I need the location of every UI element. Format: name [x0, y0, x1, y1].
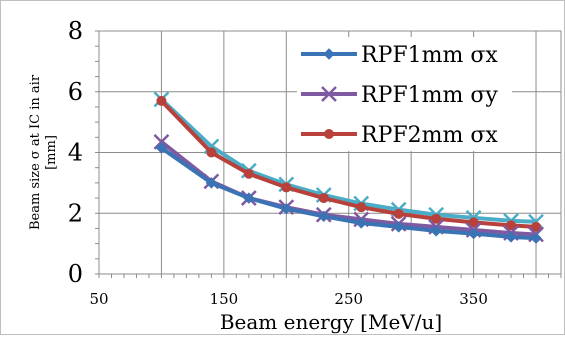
data-point — [155, 142, 168, 154]
series-1 — [155, 142, 542, 244]
x-tick-label: 250 — [334, 290, 363, 308]
x-tick-label: 350 — [459, 290, 488, 308]
data-point — [243, 192, 255, 204]
data-point — [430, 225, 442, 237]
data-point — [431, 213, 442, 224]
legend-label: RPF1mm σx — [361, 43, 498, 68]
x-tick-label: 50 — [89, 290, 108, 308]
data-point — [205, 177, 218, 189]
legend-label: RPF1mm σy — [361, 83, 498, 108]
x-tick-label: 150 — [210, 290, 239, 308]
y-axis-title-line: [mm] — [44, 135, 59, 170]
y-tick-label: 6 — [68, 78, 83, 106]
line-chart: 0 2 4 6 8 50 150 250 350 Beam energy [MeV/u] Beam … — [28, 17, 562, 334]
y-tick-label: 8 — [68, 17, 83, 45]
legend-label: RPF2mm σx — [361, 123, 498, 148]
data-point — [530, 232, 542, 244]
data-point — [156, 95, 167, 106]
data-point — [318, 193, 329, 204]
y-tick-label: 0 — [68, 260, 83, 288]
series-3 — [156, 95, 542, 232]
data-point — [206, 147, 217, 158]
data-point — [467, 227, 480, 240]
data-point — [355, 217, 367, 229]
data-point — [281, 182, 292, 193]
legend-swatch-marker — [324, 129, 334, 139]
data-point — [153, 133, 170, 150]
legend-item: RPF1mm σy — [301, 83, 498, 108]
y-axis-title: Beam size σ at IC in air[mm] — [28, 74, 59, 230]
data-point — [506, 220, 517, 231]
data-point — [280, 202, 293, 215]
data-point — [468, 217, 479, 228]
y-axis-title-line: Beam size σ at IC in air — [28, 74, 43, 230]
legend-item: RPF1mm σx — [301, 43, 498, 68]
data-point — [318, 210, 330, 222]
legend-swatch-marker — [323, 48, 335, 60]
legend: RPF1mm σx RPF1mm σy RPF2mm σx — [297, 37, 512, 151]
data-point — [392, 221, 405, 233]
legend-item: RPF2mm σx — [301, 123, 498, 148]
legend-swatch-marker — [321, 86, 337, 102]
x-axis-title: Beam energy [MeV/u] — [220, 310, 442, 334]
data-point — [243, 168, 254, 179]
data-point — [393, 208, 404, 219]
y-tick-label: 2 — [68, 199, 83, 227]
data-point — [356, 202, 367, 213]
y-tick-label: 4 — [68, 139, 83, 167]
data-point — [531, 221, 542, 232]
data-point — [505, 231, 517, 243]
